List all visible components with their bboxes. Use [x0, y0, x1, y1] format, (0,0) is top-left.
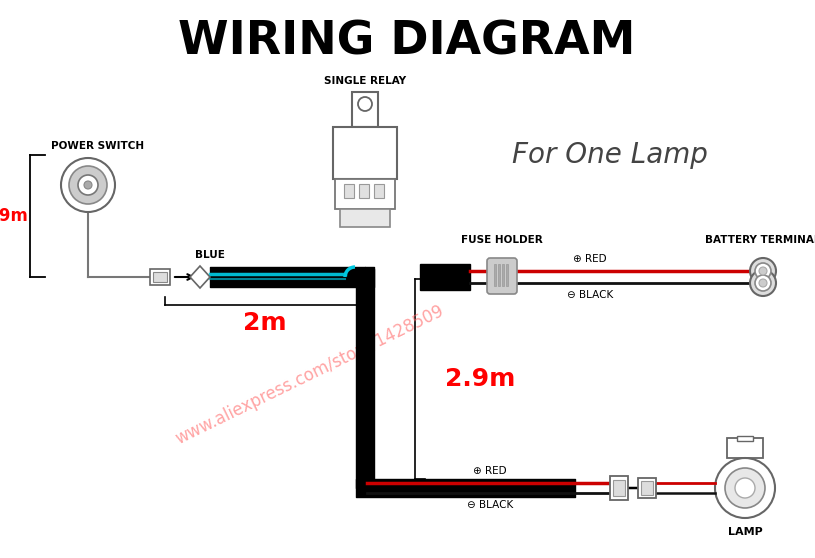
- Text: 2.9m: 2.9m: [445, 367, 515, 391]
- Bar: [498, 264, 500, 286]
- Circle shape: [725, 468, 765, 508]
- Circle shape: [78, 175, 98, 195]
- Bar: [420, 264, 470, 290]
- Bar: [638, 478, 656, 498]
- Text: FUSE HOLDER: FUSE HOLDER: [461, 235, 543, 245]
- Text: POWER SWITCH: POWER SWITCH: [51, 141, 144, 151]
- Circle shape: [715, 458, 775, 518]
- Bar: [335, 179, 395, 209]
- Circle shape: [755, 275, 771, 291]
- Bar: [506, 264, 508, 286]
- Bar: [359, 184, 369, 198]
- Circle shape: [750, 270, 776, 296]
- Bar: [610, 476, 628, 500]
- Text: 0.9m: 0.9m: [0, 207, 28, 225]
- Bar: [153, 272, 167, 282]
- Bar: [352, 92, 378, 127]
- Text: BLUE: BLUE: [195, 250, 225, 260]
- Bar: [374, 184, 384, 198]
- Bar: [150, 269, 170, 285]
- Polygon shape: [190, 266, 210, 288]
- Text: ⊖ BLACK: ⊖ BLACK: [567, 290, 613, 300]
- Bar: [502, 264, 504, 286]
- Bar: [344, 184, 354, 198]
- FancyBboxPatch shape: [487, 258, 517, 294]
- Bar: [340, 209, 390, 227]
- Text: 2m: 2m: [243, 311, 287, 335]
- Bar: [727, 438, 763, 458]
- Bar: [641, 481, 653, 495]
- Bar: [494, 264, 496, 286]
- Text: LAMP: LAMP: [728, 527, 762, 537]
- Text: WIRING DIAGRAM: WIRING DIAGRAM: [178, 20, 636, 65]
- Text: ⊕ RED: ⊕ RED: [573, 254, 607, 264]
- Circle shape: [755, 263, 771, 279]
- Circle shape: [735, 478, 755, 498]
- Text: www.aliexpress.com/store/1428509: www.aliexpress.com/store/1428509: [173, 302, 447, 448]
- Text: For One Lamp: For One Lamp: [512, 141, 708, 169]
- Circle shape: [750, 258, 776, 284]
- Circle shape: [358, 97, 372, 111]
- Text: BATTERY TERMINAL: BATTERY TERMINAL: [705, 235, 815, 245]
- Bar: [613, 480, 625, 496]
- Circle shape: [69, 166, 107, 204]
- Bar: [333, 127, 397, 179]
- Circle shape: [759, 267, 767, 275]
- Text: SINGLE RELAY: SINGLE RELAY: [324, 76, 406, 86]
- Circle shape: [61, 158, 115, 212]
- Text: ⊕ RED: ⊕ RED: [474, 466, 507, 476]
- Bar: [737, 436, 753, 441]
- Circle shape: [759, 279, 767, 287]
- Text: ⊖ BLACK: ⊖ BLACK: [467, 500, 513, 510]
- Circle shape: [84, 181, 92, 189]
